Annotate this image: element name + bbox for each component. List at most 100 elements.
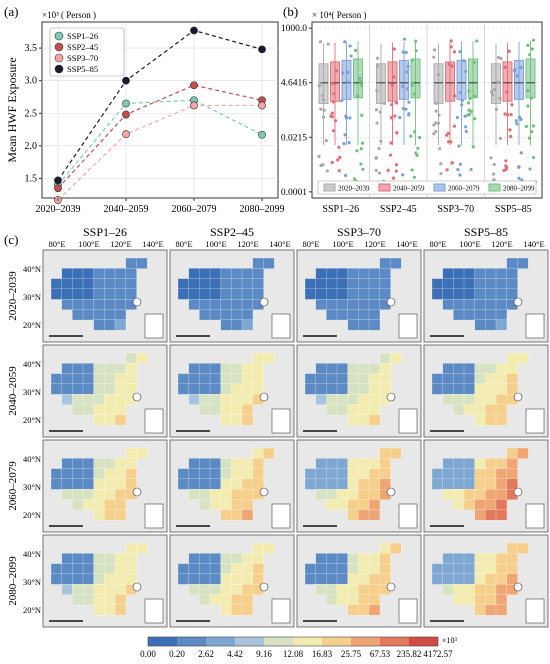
c-map-region	[93, 604, 105, 616]
c-map-region	[220, 404, 232, 416]
b-point	[377, 146, 381, 151]
b-point	[416, 146, 420, 150]
c-map-region	[506, 257, 518, 269]
c-map-region	[358, 414, 370, 426]
a-legend-box	[49, 27, 125, 77]
b-point	[463, 114, 467, 118]
c-scenario-title: SSP1–26	[83, 225, 127, 239]
c-map-region	[104, 468, 116, 480]
c-north-arrow-icon	[132, 297, 142, 307]
a-xtick-label: 2080–2099	[240, 204, 285, 215]
a-series-point	[122, 76, 130, 85]
c-map-region	[368, 604, 381, 616]
b-box	[410, 58, 421, 99]
b-point	[434, 121, 438, 125]
b-point	[467, 108, 471, 112]
c-map-region	[358, 468, 370, 480]
b-point	[343, 133, 347, 137]
c-map-region	[315, 394, 327, 405]
c-map-region	[368, 309, 381, 321]
panel-a-label: (a)	[4, 4, 18, 19]
c-map-region	[114, 553, 127, 564]
c-map-region	[209, 404, 222, 416]
c-map-region	[114, 363, 127, 374]
b-box	[330, 61, 340, 102]
c-map-region	[209, 373, 222, 385]
c-north-arrow-icon	[513, 297, 523, 307]
c-lon-label: 80°E	[175, 239, 192, 249]
c-map-region	[368, 414, 381, 426]
b-point	[457, 144, 461, 148]
b-point	[378, 110, 382, 114]
b-point	[359, 147, 363, 151]
c-north-arrow-icon	[259, 392, 269, 402]
c-map-region	[506, 363, 518, 374]
c-map-region	[358, 404, 370, 416]
c-map-region	[241, 268, 254, 279]
c-map-region	[220, 553, 232, 564]
c-map-region	[72, 309, 84, 321]
b-point	[519, 151, 523, 155]
c-map-region	[104, 373, 116, 385]
c-map-region	[136, 542, 148, 554]
c-lat-label: 30°N	[23, 292, 41, 302]
c-map-region	[220, 394, 232, 405]
c-map-region	[82, 404, 95, 416]
b-point	[417, 135, 422, 140]
b-point	[346, 80, 350, 84]
c-map-region	[125, 458, 137, 469]
c-map-region	[347, 404, 359, 416]
c-map-region	[463, 278, 476, 290]
c-map-region	[209, 278, 222, 290]
c-map-region	[61, 468, 73, 480]
c-colorbar-segment	[380, 637, 409, 646]
c-map-region	[72, 363, 84, 374]
c-map-region	[199, 394, 211, 405]
a-legend-label: SSP5–85	[67, 64, 98, 74]
c-map-region	[474, 594, 486, 606]
c-map-region	[506, 563, 518, 575]
c-lon-label: 100°E	[205, 239, 226, 249]
c-map-region	[379, 447, 391, 459]
c-map-region	[199, 468, 211, 480]
b-point	[359, 162, 363, 166]
b-point	[349, 54, 353, 58]
c-map-region	[241, 414, 254, 426]
b-box	[468, 58, 478, 99]
c-period-label: 2040–2059	[7, 366, 19, 416]
c-map-region	[93, 478, 105, 490]
c-map-region	[495, 278, 508, 290]
b-ytick-label: 1000.0	[281, 24, 307, 34]
c-map-region	[442, 394, 454, 405]
c-inset-map	[398, 598, 418, 624]
c-map-region	[50, 278, 63, 290]
c-map-region	[474, 573, 486, 585]
b-box	[387, 61, 398, 102]
c-map-region	[199, 268, 211, 279]
c-map-region	[463, 478, 476, 490]
c-colorbar-tick: 67.53	[370, 649, 391, 659]
c-map-region	[368, 499, 381, 511]
c-map-region	[304, 478, 317, 490]
c-map-region	[474, 509, 486, 521]
c-map-region	[114, 373, 127, 385]
c-map-region	[231, 404, 243, 416]
b-point	[469, 167, 473, 172]
c-map-region	[474, 288, 486, 300]
c-map-region	[347, 458, 359, 469]
c-map-region	[326, 594, 338, 606]
b-point	[326, 42, 330, 46]
c-map-region	[442, 299, 454, 310]
c-map-region	[93, 373, 105, 385]
b-point	[343, 40, 347, 44]
b-box	[445, 61, 455, 102]
c-map-region	[125, 257, 137, 269]
c-map-region	[368, 394, 381, 405]
c-map-region	[463, 468, 476, 480]
b-legend-box	[317, 180, 537, 195]
b-box	[341, 59, 352, 100]
c-map-region	[463, 489, 476, 500]
c-map-region	[252, 383, 264, 395]
c-colorbar-tick: 0.20	[169, 649, 185, 659]
c-lat-label: 30°N	[23, 387, 41, 397]
